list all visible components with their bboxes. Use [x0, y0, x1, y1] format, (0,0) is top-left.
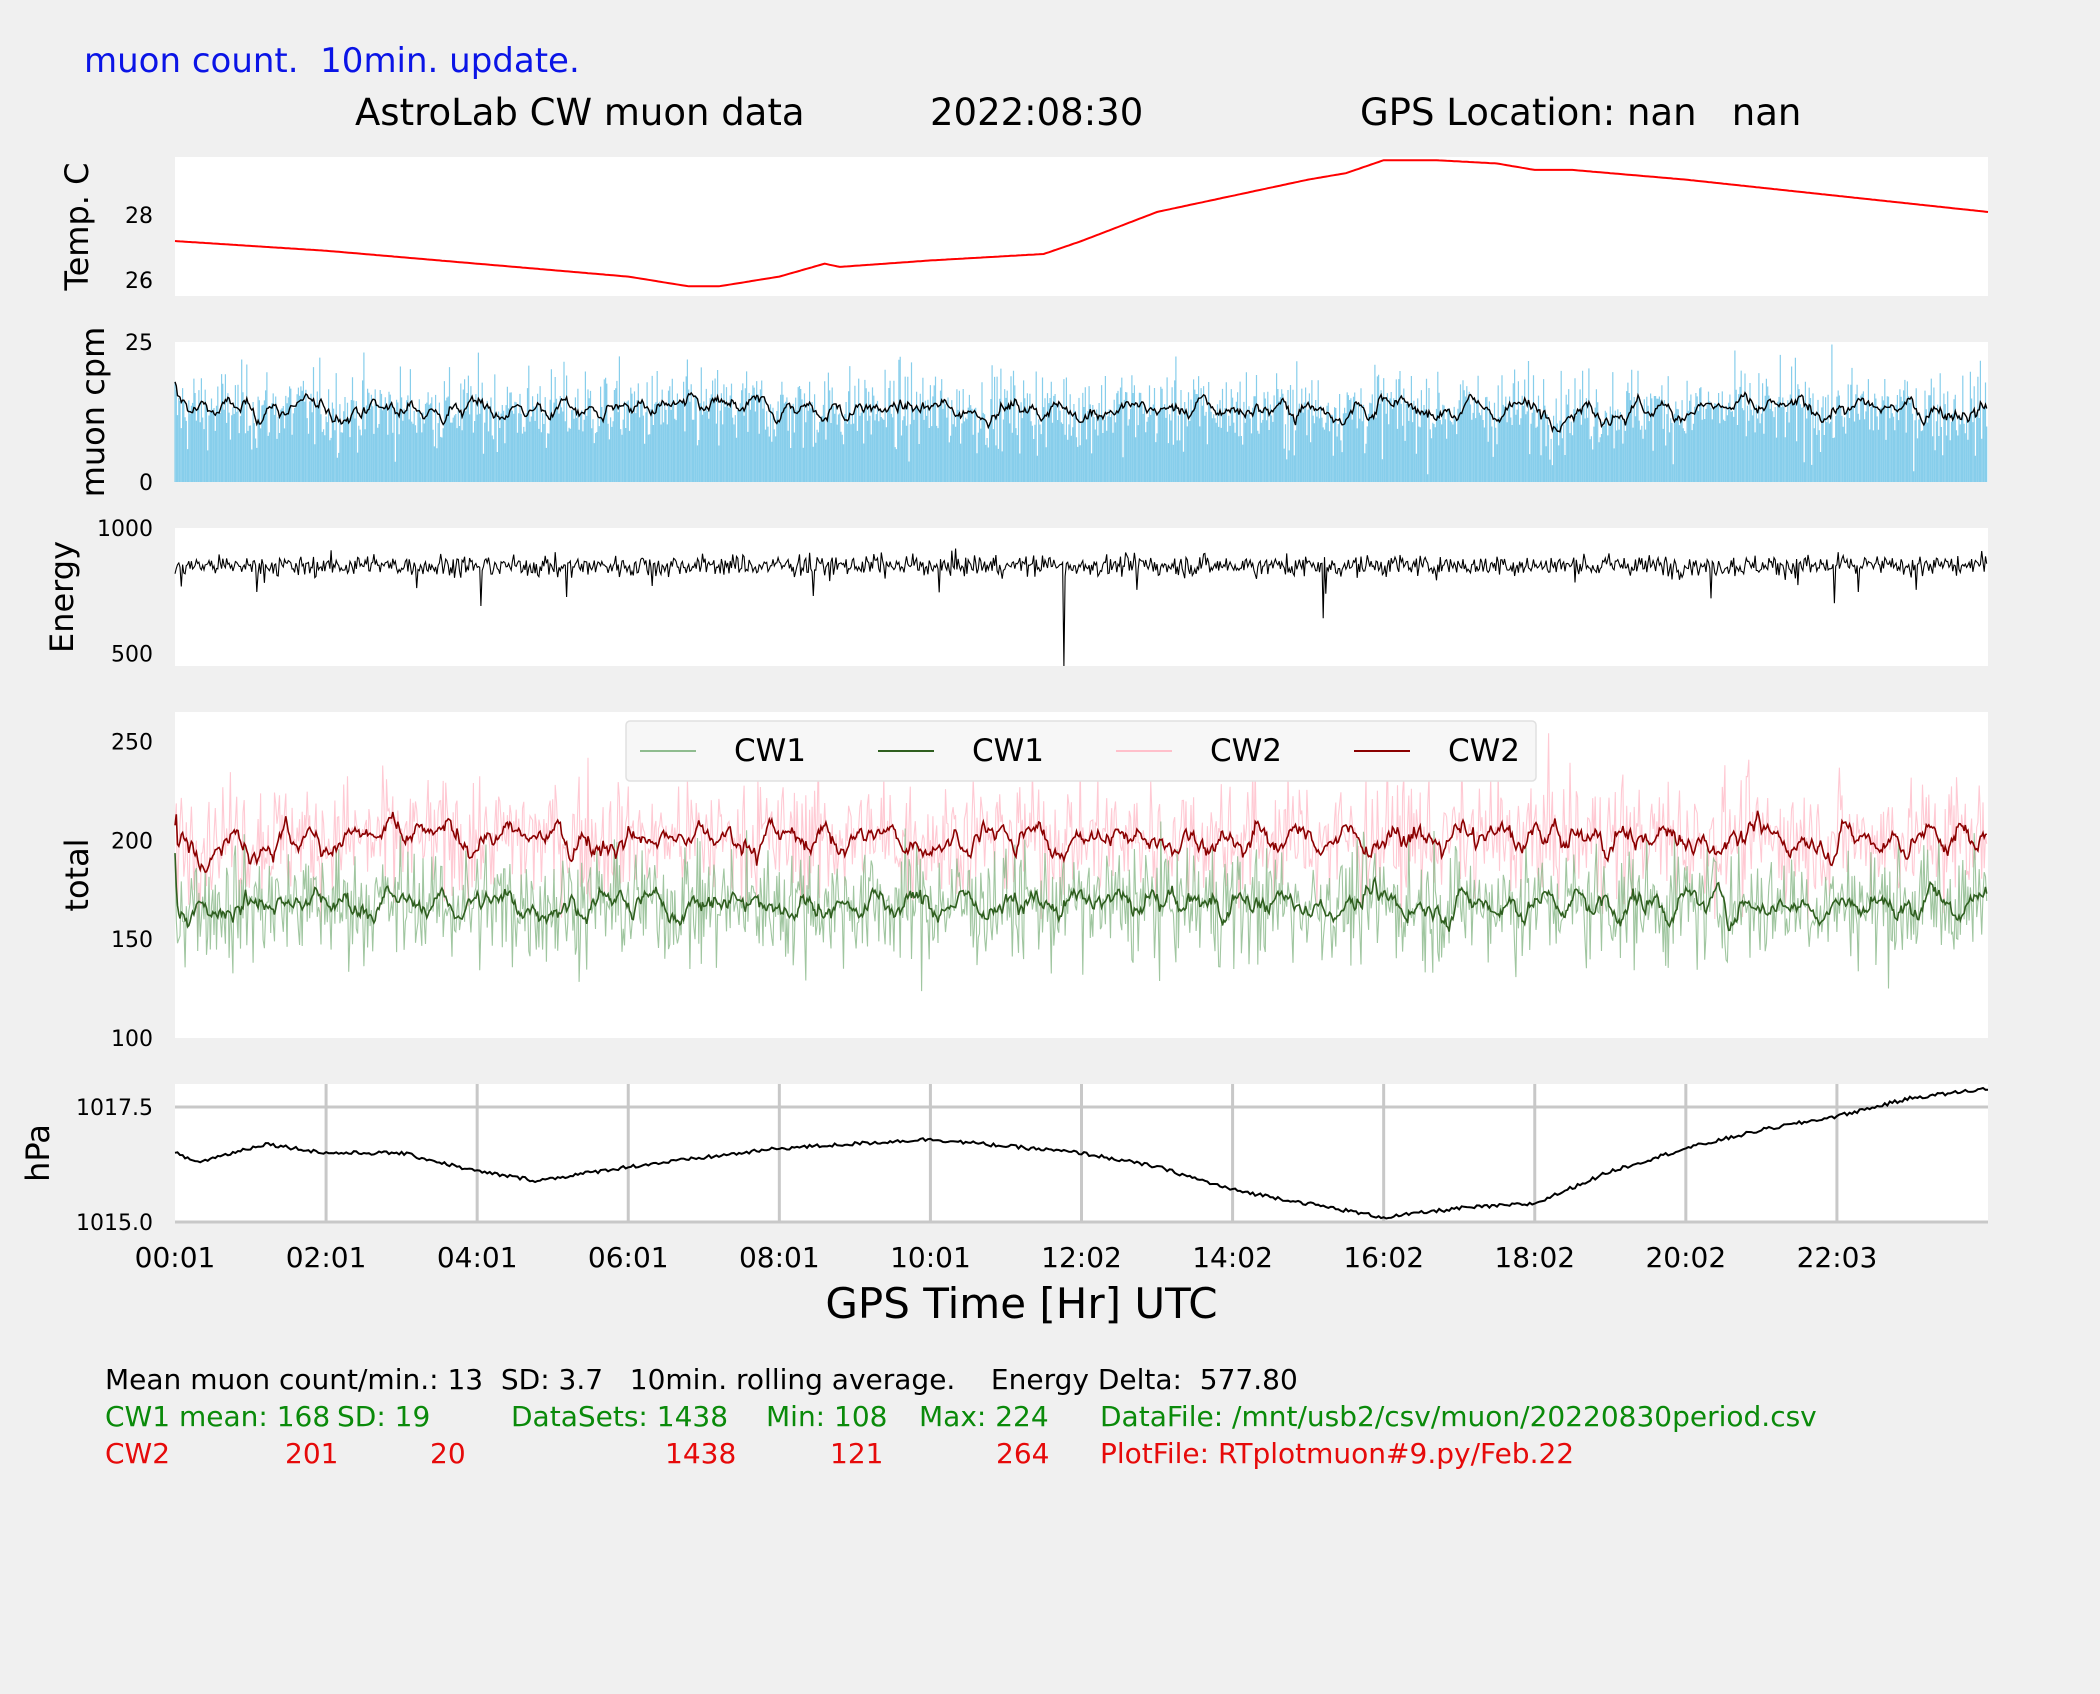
stats-plotfile: PlotFile: RTplotmuon#9.py/Feb.22 — [1100, 1437, 1575, 1470]
y-tick-label: 0 — [139, 471, 153, 496]
y-tick-label: 150 — [111, 928, 153, 953]
cw1-average-line — [174, 853, 1988, 932]
y-tick-label: 1015.0 — [76, 1211, 153, 1236]
y-tick-label: 500 — [111, 642, 153, 667]
y-tick-label: 200 — [111, 829, 153, 854]
y-tick-label: 26 — [125, 269, 153, 294]
stats-cw2-sd: 20 — [430, 1437, 466, 1470]
stats-cw1-sd: SD: 19 — [337, 1400, 431, 1433]
stats-cw1-datasets: DataSets: 1438 — [511, 1400, 729, 1433]
cw2-raw-line — [174, 733, 1988, 937]
muon-count-bars — [174, 344, 1988, 482]
x-tick-label: 16:02 — [1343, 1241, 1424, 1274]
stats-cw2-mean: 201 — [285, 1437, 339, 1470]
chart-date: 2022:08:30 — [930, 91, 1144, 134]
x-tick-label: 06:01 — [588, 1241, 669, 1274]
stats-cw1-max: Max: 224 — [919, 1400, 1049, 1433]
energy-line — [174, 548, 1988, 667]
y-tick-label: 250 — [111, 731, 153, 756]
legend-label: CW1 — [734, 733, 806, 769]
x-tick-label: 18:02 — [1494, 1241, 1575, 1274]
chart-title: AstroLab CW muon data — [355, 91, 805, 134]
legend-label: CW2 — [1448, 733, 1520, 769]
x-tick-label: 00:01 — [135, 1241, 216, 1274]
x-axis-label: GPS Time [Hr] UTC — [825, 1279, 1217, 1328]
temperature-line — [174, 159, 1989, 288]
x-tick-label: 22:03 — [1797, 1241, 1878, 1274]
muon-rolling-average-line — [174, 381, 1988, 434]
stats-cw2-datasets: 1438 — [665, 1437, 737, 1470]
pressure-line — [174, 1086, 1989, 1220]
plot-area-1 — [175, 157, 1988, 296]
x-tick-label: 14:02 — [1192, 1241, 1273, 1274]
figure: muon count. 10min. update. AstroLab CW m… — [19, 41, 2005, 1472]
y-axis-label: muon cpm — [74, 327, 112, 498]
y-tick-label: 1017.5 — [76, 1096, 153, 1121]
stats-muon-line: Mean muon count/min.: 13 SD: 3.7 10min. … — [105, 1363, 1298, 1396]
update-note: muon count. 10min. update. — [84, 41, 580, 81]
x-tick-label: 10:01 — [890, 1241, 971, 1274]
x-tick-label: 04:01 — [437, 1241, 518, 1274]
y-tick-label: 100 — [111, 1027, 153, 1052]
stats-cw2-max: 264 — [996, 1437, 1050, 1470]
gps-location: GPS Location: nan nan — [1360, 91, 1802, 134]
stats-cw1-row: CW1 mean: 168 SD: 19 DataSets: 1438 Min:… — [105, 1403, 2005, 1435]
x-tick-label: 20:02 — [1645, 1241, 1726, 1274]
stats-datafile: DataFile: /mnt/usb2/csv/muon/20220830per… — [1100, 1400, 1817, 1433]
cw2-average-line — [174, 810, 1988, 874]
stats-cw1-min: Min: 108 — [766, 1400, 888, 1433]
y-axis-label: hPa — [19, 1124, 57, 1182]
y-axis-label: Temp. C — [58, 163, 96, 292]
legend-box — [625, 720, 1537, 782]
y-axis-label: Energy — [43, 541, 81, 653]
stats-cw2-row: CW2 201 20 1438 121 264 PlotFile: RTplot… — [105, 1440, 2005, 1472]
stats-cw2-min: 121 — [830, 1437, 884, 1470]
y-axis-label: total — [58, 838, 96, 911]
y-tick-label: 1000 — [97, 517, 153, 542]
legend-label: CW2 — [1210, 733, 1282, 769]
plot-area-3 — [175, 528, 1988, 666]
x-tick-label: 02:01 — [286, 1241, 367, 1274]
stats-cw1-mean: CW1 mean: 168 — [105, 1400, 331, 1433]
y-tick-label: 25 — [125, 331, 153, 356]
stats-cw2-label: CW2 — [105, 1437, 171, 1470]
legend-label: CW1 — [972, 733, 1044, 769]
plots-svg: 26 28 Temp. C 0 25 muon cpm 500 1000 Energy 100 15… — [19, 157, 1989, 1328]
x-tick-label: 08:01 — [739, 1241, 820, 1274]
y-tick-label: 28 — [125, 204, 153, 229]
x-tick-label: 12:02 — [1041, 1241, 1122, 1274]
